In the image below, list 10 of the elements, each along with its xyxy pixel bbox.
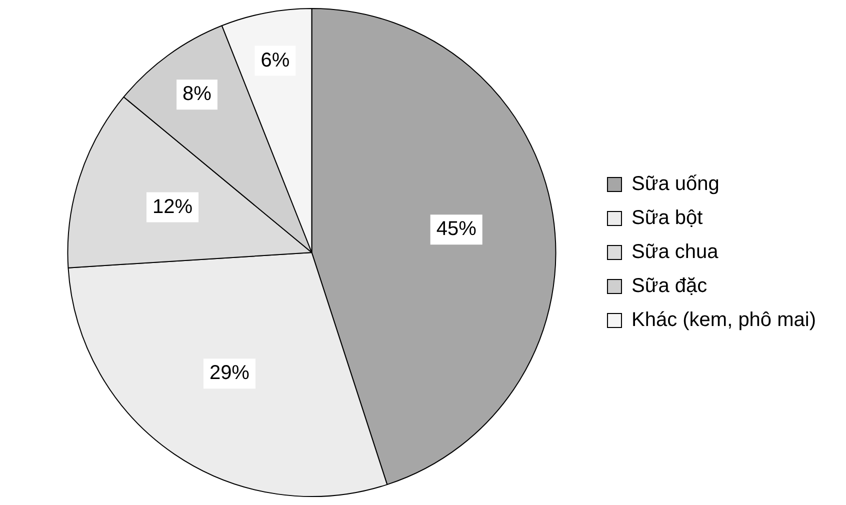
legend-label: Khác (kem, phô mai) bbox=[631, 309, 816, 332]
data-label: 45% bbox=[436, 218, 477, 240]
legend-label: Sữa bột bbox=[631, 207, 704, 230]
data-label: 8% bbox=[182, 83, 212, 106]
legend-label: Sữa đặc bbox=[631, 275, 708, 298]
legend-label: Sữa chua bbox=[631, 241, 720, 264]
data-label: 6% bbox=[260, 49, 290, 72]
legend-label: Sữa uống bbox=[631, 173, 720, 196]
data-label: 29% bbox=[209, 362, 250, 384]
data-label: 12% bbox=[152, 196, 193, 218]
